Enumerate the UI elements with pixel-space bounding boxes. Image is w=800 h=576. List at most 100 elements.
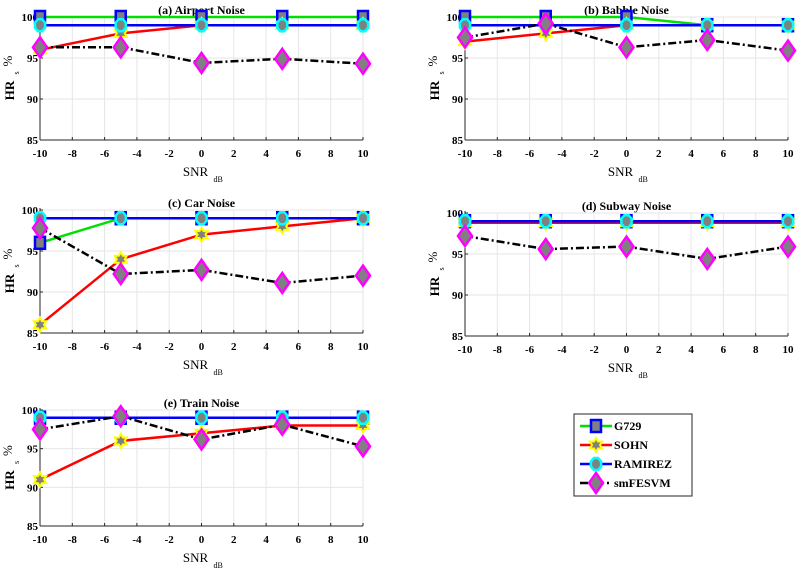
y-axis-label-percent: % [0,56,15,67]
data-point-ramirez [700,213,714,229]
y-tick-label: 85 [27,328,39,340]
data-point-smfesvm [112,35,130,60]
x-tick-label: 10 [358,148,370,160]
x-tick-label: -8 [493,148,503,160]
y-axis-label: HR [2,470,17,490]
y-tick-label: 85 [452,135,464,147]
data-point-ramirez [356,410,370,425]
subplot-title: (d) Subway Noise [582,199,672,213]
x-tick-label: -6 [525,148,535,160]
y-axis-label-percent: % [0,249,15,260]
y-axis-label: HR [427,276,442,296]
x-tick-label: 4 [263,341,269,353]
x-tick-label: -10 [33,341,48,353]
x-tick-label: 4 [688,148,694,160]
x-tick-label: -2 [590,148,600,160]
data-point-smfesvm [698,27,716,53]
x-tick-label: 6 [296,341,302,353]
x-tick-label: -6 [525,344,535,356]
x-tick-label: 10 [783,344,795,356]
x-tick-label: -4 [557,344,567,356]
subplot-c: -10 -8 -6 -4 -2 0 2 4 6 8 10 85 90 95 100 (c) Car Noise… [0,196,372,377]
x-tick-label: 8 [328,534,334,546]
legend-label: RAMIREZ [614,457,672,471]
x-axis-label-subscript: dB [639,371,648,380]
y-tick-label: 90 [452,94,464,106]
x-tick-label: 6 [296,534,302,546]
x-tick-label: -8 [68,148,78,160]
data-point-ramirez [33,17,47,33]
x-tick-label: -8 [493,344,503,356]
x-tick-label: -10 [33,534,48,546]
data-point-smfesvm [31,417,49,442]
x-tick-label: -4 [132,148,142,160]
legend-label: smFESVM [614,476,671,490]
x-tick-label: -2 [165,341,175,353]
x-tick-label: -6 [100,148,110,160]
data-point-smfesvm [273,412,291,437]
data-point-smfesvm [192,50,211,76]
y-axis-label-subscript: s [12,71,21,74]
data-point-smfesvm [354,434,372,459]
x-tick-label: -6 [100,341,110,353]
x-tick-label: 0 [624,148,630,160]
x-tick-label: 2 [231,534,237,546]
x-tick-label: 6 [296,148,302,160]
y-tick-label: 85 [27,521,39,533]
y-axis-label-group: HR s% [425,252,446,297]
x-tick-label: 10 [358,341,370,353]
y-axis-label: HR [427,80,442,100]
x-axis-label-subscript: dB [214,175,223,184]
x-tick-label: -10 [458,148,473,160]
x-tick-label: -2 [590,344,600,356]
data-point-smfesvm [112,404,130,429]
y-tick-label: 90 [452,290,464,302]
x-tick-label: -10 [458,344,473,356]
x-axis-label: SNR [183,164,209,179]
x-tick-label: 4 [263,534,269,546]
data-point-ramirez [620,213,633,229]
y-tick-label: 95 [27,53,39,65]
y-axis-label-group: HR s% [0,249,21,294]
x-tick-label: -6 [100,534,110,546]
x-tick-label: 2 [656,344,662,356]
x-axis-label: SNR [608,164,634,179]
data-point-smfesvm [456,25,474,50]
data-point-smfesvm [537,236,555,262]
legend-marker-sohn [588,435,604,455]
data-point-sohn [193,225,210,244]
y-axis-label-percent: % [0,445,15,456]
x-tick-label: -4 [557,148,567,160]
y-tick-label: 85 [452,331,464,343]
data-point-smfesvm [779,38,797,63]
x-tick-label: -4 [132,534,142,546]
data-point-smfesvm [192,427,211,452]
x-tick-label: 2 [231,148,237,160]
x-axis-label: SNR [183,550,209,565]
x-tick-label: -4 [132,341,142,353]
legend-label: SOHN [614,438,648,452]
x-tick-label: 6 [721,148,727,160]
data-point-smfesvm [31,215,49,241]
legend: G729 SOHN RAMIREZ smFESVM [573,413,693,497]
data-point-smfesvm [617,35,636,60]
y-axis-label-subscript: s [12,264,21,267]
y-axis-label-subscript: s [437,267,446,270]
x-tick-label: 4 [263,148,269,160]
y-axis-label-subscript: s [12,461,21,464]
y-tick-label: 90 [27,94,39,106]
y-axis-label-group: HR s% [0,56,21,101]
data-point-smfesvm [112,261,130,287]
data-point-smfesvm [617,234,636,259]
legend-marker-ramirez [589,456,603,472]
x-tick-label: -8 [68,341,78,353]
y-axis-label: HR [2,80,17,100]
data-point-ramirez [195,210,208,226]
subplot-title: (e) Train Noise [164,396,240,410]
x-tick-label: -2 [165,534,175,546]
data-point-ramirez [114,210,128,226]
x-tick-label: -2 [165,148,175,160]
